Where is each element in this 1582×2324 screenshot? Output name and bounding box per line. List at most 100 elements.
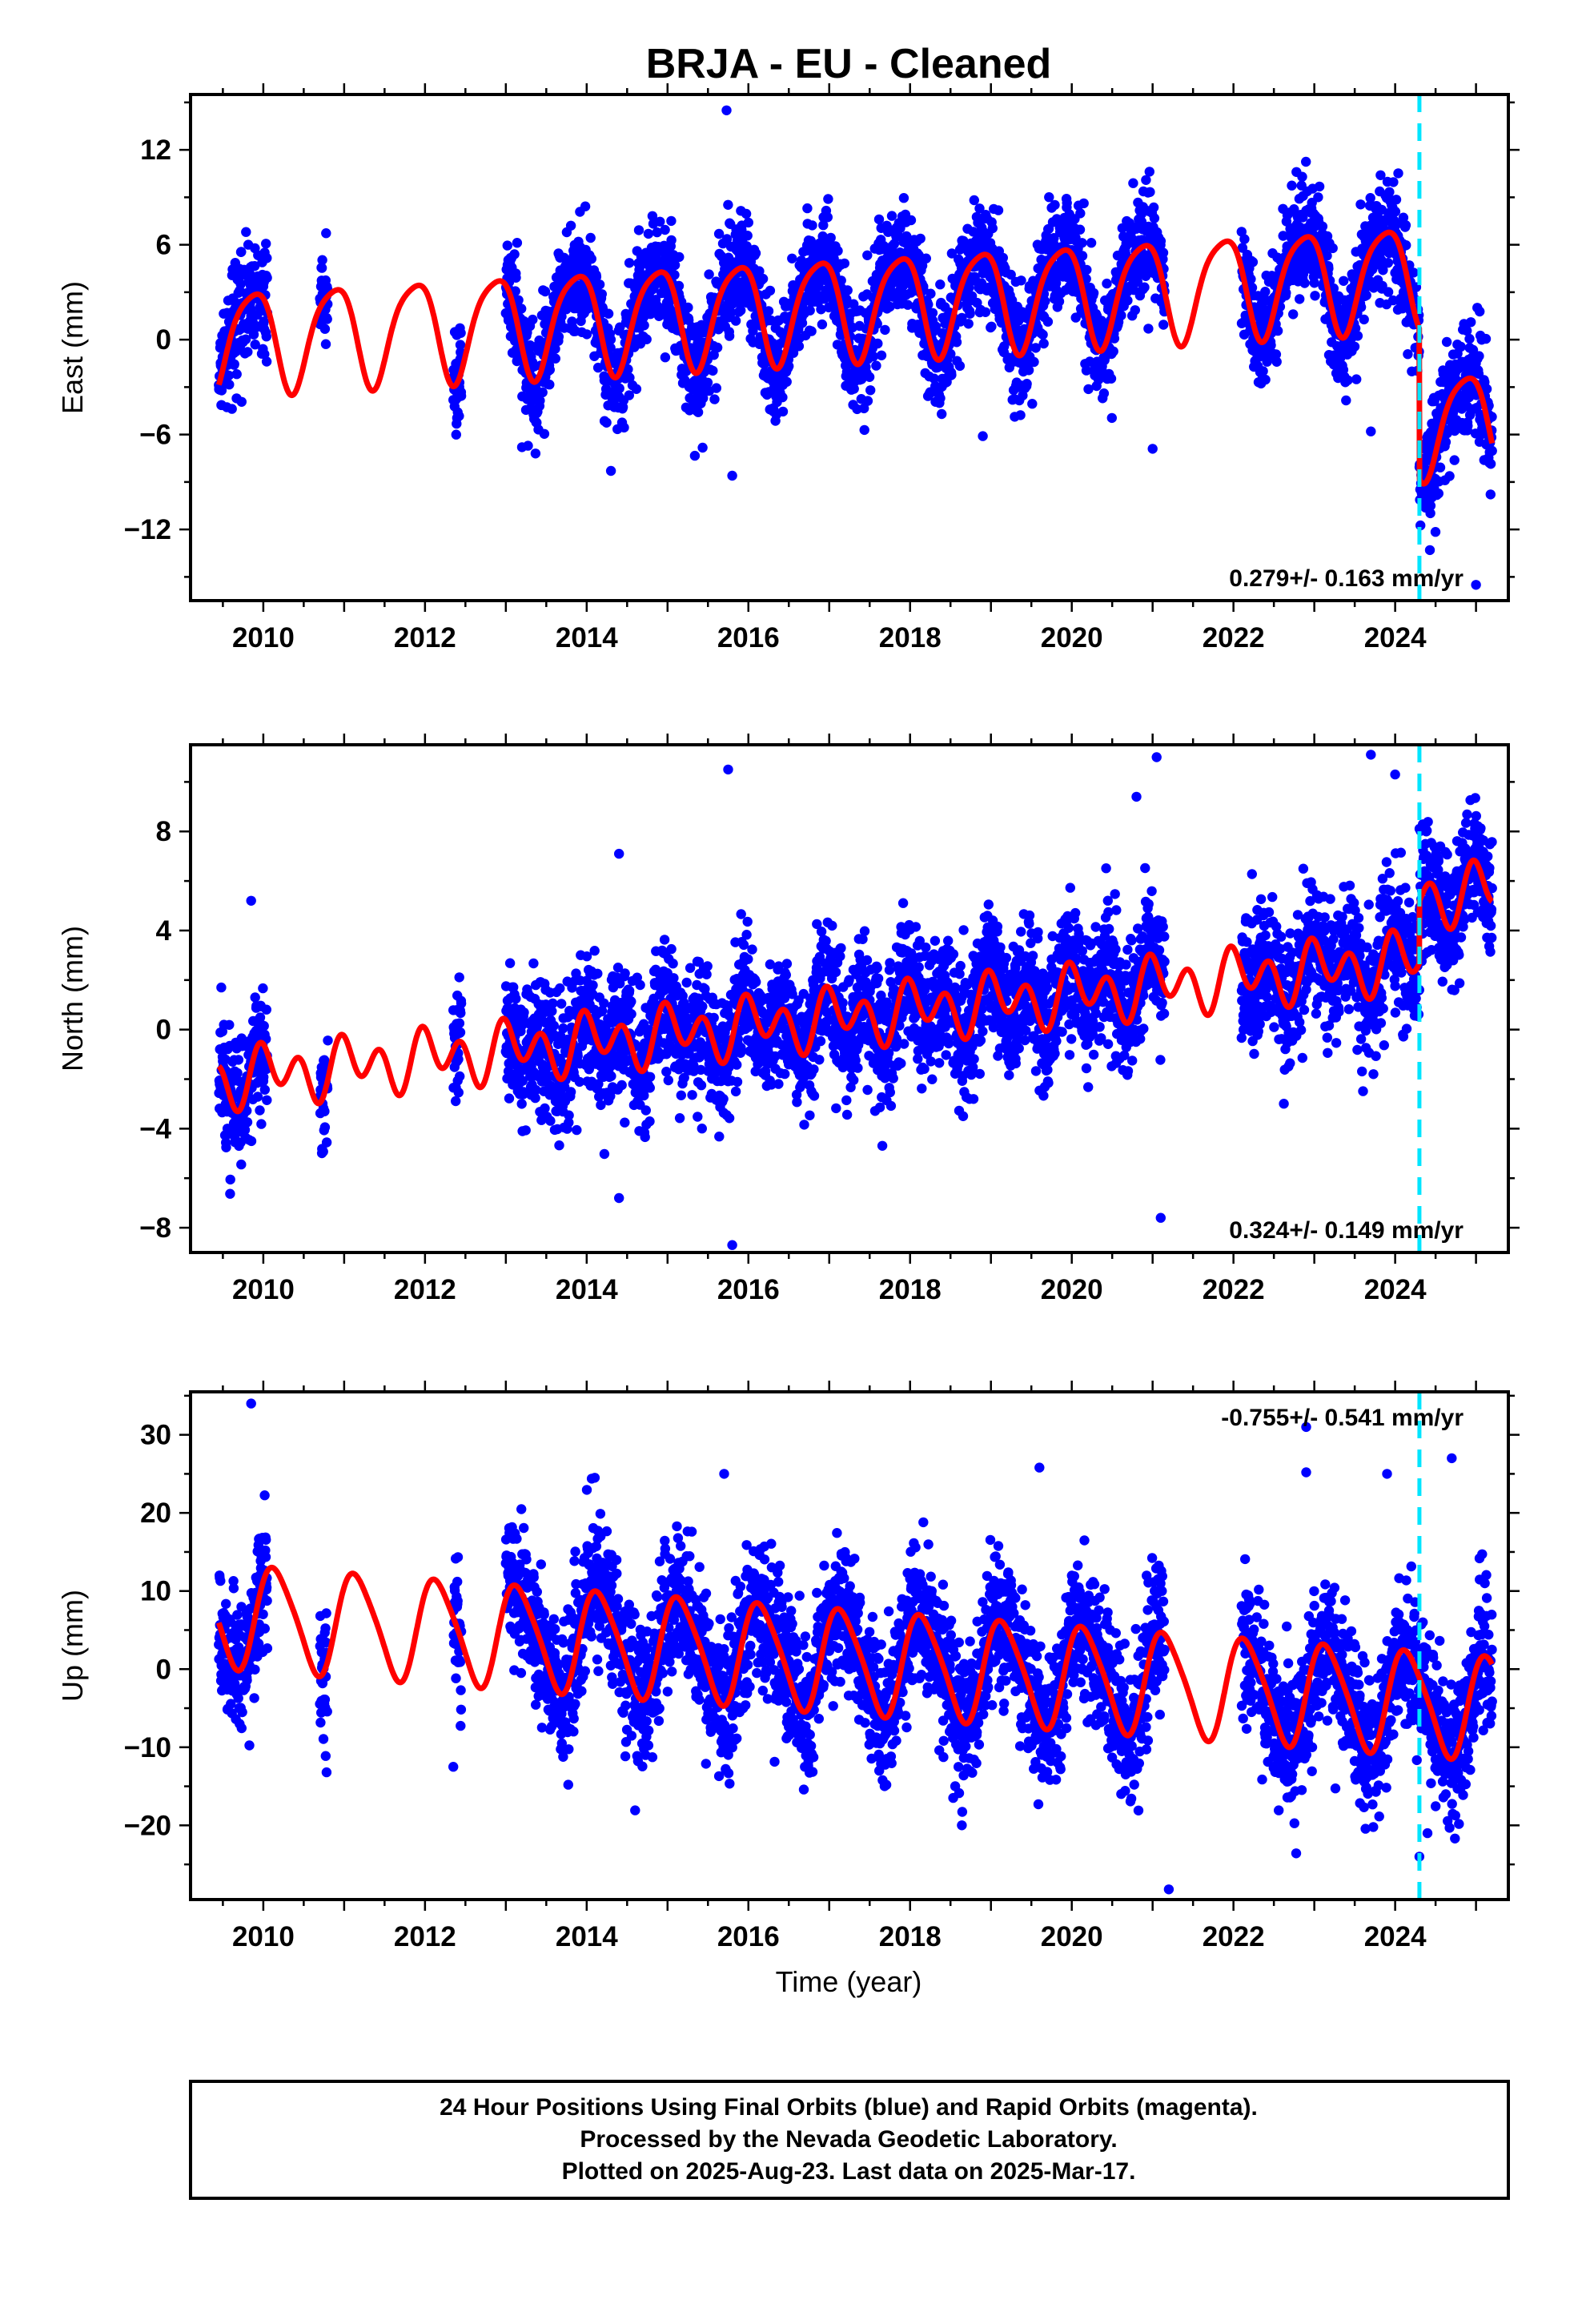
data-point xyxy=(261,356,272,367)
data-point xyxy=(730,316,741,326)
data-point xyxy=(704,269,714,279)
data-point xyxy=(880,324,890,336)
data-point xyxy=(1355,199,1366,210)
data-point xyxy=(592,362,604,373)
panel-north: 2010 2012 2014 2016 2018 2020 2022 2024840−4−8N… xyxy=(56,734,1520,1305)
data-point xyxy=(1288,309,1299,320)
data-point xyxy=(1391,195,1402,205)
data-point xyxy=(1086,238,1097,248)
data-point xyxy=(1424,545,1435,556)
data-point xyxy=(537,387,548,398)
data-point xyxy=(842,285,853,296)
data-point xyxy=(626,996,636,1007)
data-point xyxy=(873,338,883,349)
data-point xyxy=(825,232,836,243)
data-point xyxy=(252,1092,263,1102)
data-point xyxy=(969,195,980,206)
data-point xyxy=(1062,198,1072,208)
x-tick-label: 2018 xyxy=(879,622,942,653)
data-point xyxy=(262,253,272,263)
data-point xyxy=(1349,341,1360,352)
data-point xyxy=(1313,192,1323,203)
y-tick-label: −6 xyxy=(139,420,171,451)
data-point xyxy=(535,396,545,406)
data-point xyxy=(544,380,555,390)
data-point xyxy=(697,442,708,453)
data-point xyxy=(502,240,512,251)
y-tick-label: 12 xyxy=(140,135,171,166)
data-point xyxy=(663,1075,673,1086)
data-point xyxy=(865,385,876,396)
data-point xyxy=(221,1142,231,1153)
data-point xyxy=(750,247,761,259)
data-point xyxy=(765,285,776,296)
data-point xyxy=(777,406,789,417)
data-point xyxy=(605,343,616,353)
data-point xyxy=(1281,287,1291,298)
data-point xyxy=(556,312,567,322)
data-point xyxy=(1139,282,1150,292)
data-point xyxy=(599,998,609,1009)
scatter-points-east xyxy=(214,105,1497,590)
data-point xyxy=(1077,251,1088,261)
data-point xyxy=(631,384,642,394)
data-point xyxy=(1054,296,1065,307)
data-point xyxy=(763,306,774,316)
data-point xyxy=(937,408,947,420)
data-point xyxy=(668,959,678,969)
data-point xyxy=(1310,291,1320,301)
data-point xyxy=(216,982,227,993)
y-tick-label: −12 xyxy=(124,514,171,545)
data-point xyxy=(586,254,596,264)
data-point xyxy=(246,1136,257,1147)
data-point xyxy=(1023,365,1034,376)
data-point xyxy=(259,1020,269,1031)
data-point xyxy=(320,339,331,349)
data-point xyxy=(833,246,843,256)
data-point xyxy=(1383,287,1394,297)
data-point xyxy=(511,272,521,283)
data-point xyxy=(262,1095,272,1106)
data-point xyxy=(227,404,237,414)
data-point xyxy=(1130,305,1141,316)
data-point xyxy=(242,1117,253,1128)
data-point xyxy=(1430,527,1441,537)
data-point xyxy=(683,302,693,313)
data-point xyxy=(1078,198,1089,209)
data-point xyxy=(456,998,467,1009)
data-point xyxy=(548,1020,559,1031)
data-point xyxy=(540,1103,550,1114)
data-point xyxy=(585,232,596,243)
data-point xyxy=(455,1071,465,1082)
data-point xyxy=(1309,278,1319,288)
data-point xyxy=(1145,187,1155,197)
data-point xyxy=(926,288,936,299)
data-point-outlier xyxy=(1147,444,1158,454)
data-point xyxy=(225,1174,235,1185)
data-point xyxy=(915,233,926,244)
data-point xyxy=(781,376,792,387)
data-point xyxy=(519,1007,529,1018)
data-point xyxy=(1299,278,1310,288)
data-point xyxy=(1029,356,1039,368)
data-point xyxy=(572,1124,582,1136)
data-point xyxy=(954,360,966,372)
data-point xyxy=(1449,455,1460,465)
data-point xyxy=(859,424,869,436)
data-point xyxy=(321,1137,332,1148)
data-point xyxy=(873,214,885,225)
data-point xyxy=(1042,316,1054,327)
data-point xyxy=(1258,366,1268,376)
data-point xyxy=(862,250,873,260)
data-point xyxy=(1327,243,1338,254)
data-point xyxy=(513,295,524,305)
data-point xyxy=(935,393,946,404)
data-point xyxy=(1128,178,1138,188)
data-point-outlier xyxy=(1297,171,1307,182)
data-point xyxy=(674,251,685,263)
data-point xyxy=(1485,489,1496,500)
data-point xyxy=(596,289,607,300)
data-point xyxy=(539,428,550,439)
data-point xyxy=(1464,333,1475,344)
data-point xyxy=(1485,459,1496,469)
